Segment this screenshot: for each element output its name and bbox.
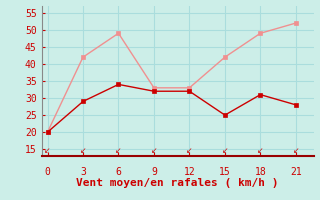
- Text: ↙: ↙: [115, 146, 122, 155]
- Text: ↙: ↙: [44, 146, 51, 155]
- X-axis label: Vent moyen/en rafales ( km/h ): Vent moyen/en rafales ( km/h ): [76, 179, 279, 188]
- Text: ↙: ↙: [151, 146, 157, 155]
- Text: ↙: ↙: [186, 146, 193, 155]
- Text: ↙: ↙: [293, 146, 299, 155]
- Text: ↙: ↙: [222, 146, 228, 155]
- Text: ↙: ↙: [80, 146, 86, 155]
- Text: ↙: ↙: [257, 146, 264, 155]
